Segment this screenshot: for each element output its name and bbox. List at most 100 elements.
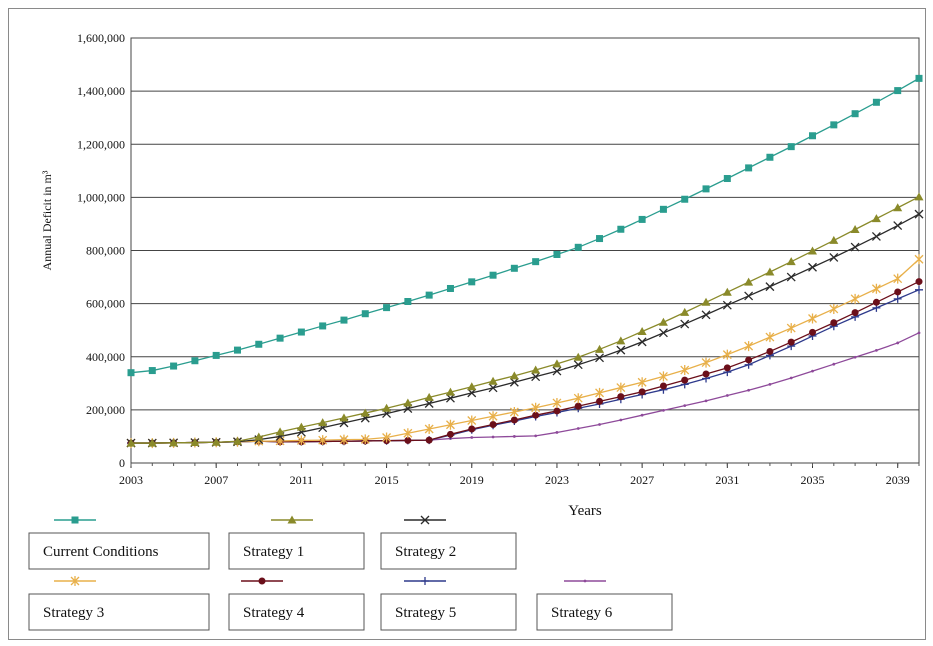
data-point <box>360 408 370 417</box>
data-point <box>766 347 774 355</box>
data-point <box>702 370 710 378</box>
legend-box <box>536 593 673 631</box>
x-tick-label: 2019 <box>460 473 484 487</box>
data-point <box>509 407 519 417</box>
chart-frame: 0 200,000 400,000 600,000 800,000 1,000,000 1,… <box>8 8 926 640</box>
series-strategy-2 <box>126 209 924 448</box>
data-point <box>147 438 157 447</box>
data-point <box>744 277 754 286</box>
data-point <box>318 418 328 427</box>
data-point <box>275 427 285 436</box>
data-point <box>254 432 264 441</box>
legend-item-strategy-1: Strategy 1 <box>228 515 365 570</box>
data-point <box>851 309 859 317</box>
data-point <box>445 387 455 396</box>
data-point <box>914 192 924 201</box>
data-point <box>744 291 754 301</box>
data-point <box>552 366 562 376</box>
data-point <box>425 436 433 444</box>
legend-box <box>28 593 210 631</box>
data-point <box>722 300 732 310</box>
data-point <box>553 250 561 258</box>
data-point <box>894 87 902 95</box>
data-point <box>915 278 923 286</box>
data-point <box>598 423 601 426</box>
data-point <box>638 388 646 396</box>
legend-label: Strategy 5 <box>395 605 456 621</box>
data-point <box>680 365 690 376</box>
data-point <box>893 221 903 230</box>
data-point <box>747 388 751 392</box>
legend-box <box>228 593 365 631</box>
data-point <box>640 413 644 417</box>
data-point <box>871 214 881 223</box>
data-point <box>509 377 519 387</box>
legend-item-strategy-3: Strategy 3 <box>28 576 210 631</box>
x-tick-label: 2015 <box>375 473 399 487</box>
data-point <box>658 371 668 382</box>
data-point <box>468 425 476 433</box>
data-point <box>662 409 665 412</box>
data-point <box>573 352 583 361</box>
series-line <box>131 213 920 444</box>
data-point <box>339 413 349 422</box>
data-point <box>851 110 859 118</box>
x-tick-label: 2003 <box>119 473 143 487</box>
data-point <box>619 418 623 422</box>
data-point <box>872 98 880 106</box>
data-point <box>382 432 392 443</box>
data-point <box>701 310 711 320</box>
legend-item-strategy-2: Strategy 2 <box>380 515 517 570</box>
data-point <box>829 252 839 262</box>
data-point <box>637 337 647 347</box>
series-strategy-5 <box>127 285 923 448</box>
data-point <box>404 436 412 444</box>
legend-item-strategy-6: Strategy 6 <box>536 579 673 631</box>
legend-marker <box>70 576 80 586</box>
data-point <box>917 331 921 335</box>
series-line <box>130 77 920 374</box>
data-point <box>811 369 814 373</box>
data-point <box>360 434 370 445</box>
y-tick-label: 200,000 <box>86 403 125 417</box>
legend-marker <box>258 577 266 585</box>
data-point <box>383 304 391 312</box>
data-point <box>512 435 516 438</box>
x-tick-label: 2035 <box>801 473 825 487</box>
data-point <box>445 419 455 430</box>
data-point <box>787 143 795 151</box>
data-point <box>765 282 775 292</box>
data-point <box>809 328 817 336</box>
legend-item-strategy-4: Strategy 4 <box>228 577 365 631</box>
data-point <box>723 364 731 372</box>
data-point <box>488 383 498 393</box>
legend-label: Strategy 3 <box>43 605 104 621</box>
series-line <box>131 289 920 444</box>
data-point <box>531 372 541 382</box>
data-point <box>532 258 540 266</box>
series-strategy-1 <box>126 192 924 447</box>
line-chart: 0 200,000 400,000 600,000 800,000 1,000,000 1,… <box>28 31 924 631</box>
data-point <box>232 436 242 445</box>
data-point <box>680 307 690 316</box>
data-point <box>574 402 582 410</box>
data-point <box>617 225 625 233</box>
y-tick-label: 1,200,000 <box>77 137 125 151</box>
series-current-conditions <box>127 74 923 377</box>
data-point <box>789 376 793 380</box>
data-point <box>893 273 903 284</box>
data-point <box>765 332 775 343</box>
data-point <box>725 394 729 397</box>
data-point <box>853 355 857 359</box>
data-point <box>446 284 454 292</box>
legend-label: Current Conditions <box>43 544 159 560</box>
x-tick-label: 2011 <box>290 473 314 487</box>
data-point <box>850 293 860 304</box>
data-point <box>468 278 476 286</box>
data-point <box>403 428 413 439</box>
data-point <box>704 399 708 403</box>
x-axis-label: Years <box>568 503 602 519</box>
legend-marker <box>71 516 79 524</box>
data-point <box>470 436 474 439</box>
data-point <box>573 360 583 370</box>
